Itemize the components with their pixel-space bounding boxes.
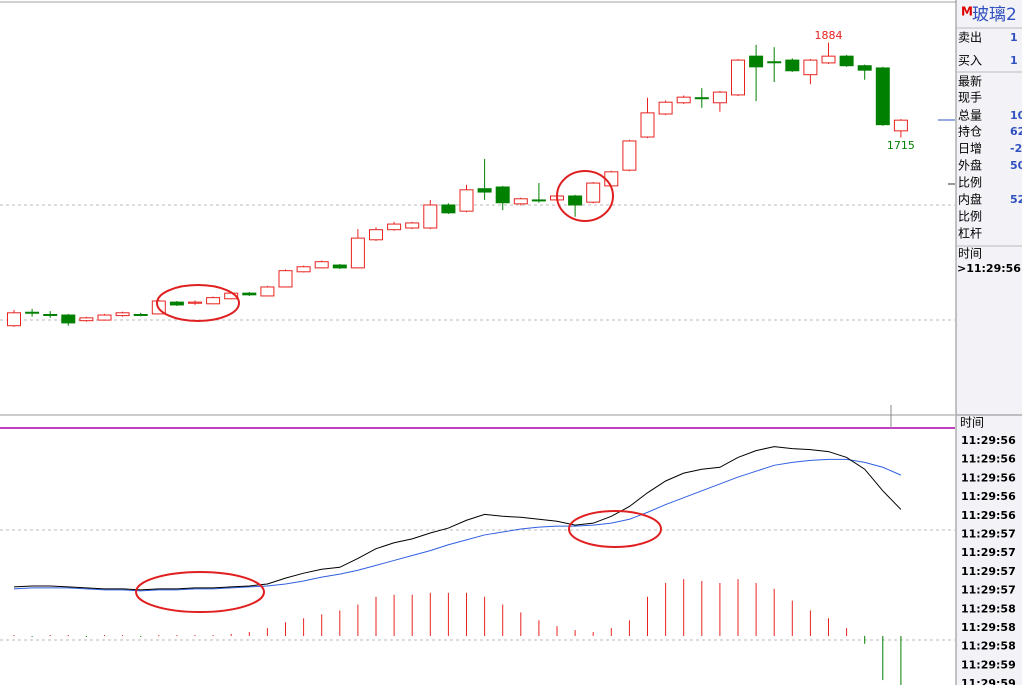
candle-body [278,270,293,288]
quote-value: 50 [1010,159,1022,172]
time-value: >11:29:56 [957,262,1021,275]
candle-body [785,59,800,72]
candle-body [586,182,601,203]
candle-body [369,229,383,241]
quote-label: 现手 [958,91,982,105]
quote-label: 最新 [958,74,982,89]
quote-label: 比例 [958,210,982,224]
tick-time: 11:29:58 [961,621,1016,634]
candle-body [314,261,329,269]
candle-body [731,59,745,96]
time-header: 时间 [960,416,984,430]
quote-value: 52 [1010,193,1022,206]
tick-time: 11:29:57 [961,528,1016,541]
candle-body [405,222,420,229]
candle-body [513,198,528,205]
tick-time: 11:29:56 [961,471,1016,484]
candle-body [260,286,275,297]
candle-body [531,199,546,202]
candle-body [7,312,21,327]
candle-body [712,91,727,104]
candle-body [61,314,76,324]
tick-time: 11:29:56 [961,509,1016,522]
candle-body [893,119,908,132]
candle-body [387,223,402,231]
tick-time: 11:29:56 [961,490,1016,503]
quote-label: 外盘 [958,158,982,173]
quote-value: 103 [1010,109,1022,122]
candle-body [477,188,492,193]
high-label: 1884 [815,29,843,42]
candle-body [640,112,655,138]
marker: M [961,5,973,19]
quote-value: -2 [1010,142,1022,155]
candle-body [459,189,474,212]
quote-label: 总量 [958,109,982,123]
quote-value: 1 [1010,31,1018,44]
candle-body [97,314,112,321]
quote-value: 62 [1010,125,1022,138]
candle-body [25,311,40,314]
quote-value: 1 [1010,54,1018,67]
candle-body [821,55,836,64]
annotations [135,170,662,613]
tick-time: 11:29:56 [961,434,1016,447]
candle-body [423,204,438,229]
time-label: 时间 [958,247,982,261]
candle-body [676,96,691,104]
candle-body [568,195,583,206]
candle-body [350,237,365,269]
candle-body [133,313,148,316]
candle-body [749,55,764,68]
quote-label: 杠杆 [958,226,982,241]
candle-body [188,301,202,304]
tick-time: 11:29:59 [961,658,1016,671]
dif-line [13,446,902,591]
candle-body [839,55,854,67]
tick-time: 11:29:56 [961,453,1016,466]
candle-body [875,67,890,126]
tick-time: 11:29:57 [961,546,1016,559]
quote-label: 内盘 [958,192,982,207]
tick-time: 11:29:59 [961,677,1016,685]
candle-body [242,292,257,296]
candle-body [115,312,130,317]
quote-label: 日增 [958,142,982,156]
candle-body [206,297,221,305]
instrument-title: 玻璃2 [972,5,1017,25]
tick-time: 11:29:57 [961,565,1016,578]
highlight-circle [156,284,240,322]
side-panel [956,0,1022,685]
quote-label: 买入 [958,54,982,68]
candle-body [296,266,311,273]
quote-label: 卖出 [958,31,982,45]
highlight-circle [135,571,265,613]
candle-body [622,140,637,171]
highlight-circle [556,170,614,222]
candle-body [441,204,456,214]
candle-body [857,65,872,71]
low-label: 1715 [887,139,915,152]
quote-label: 持仓 [958,124,982,139]
candle-body [169,301,184,306]
quote-label: 比例 [958,176,982,190]
candle-body [332,264,347,269]
tick-time: 11:29:58 [961,602,1016,615]
highlight-circle [568,510,662,548]
candle-body [79,317,94,322]
candle-body [767,61,782,64]
candle-body [803,59,818,76]
candle-body [43,313,58,316]
candle-body [694,97,709,100]
dea-line [13,458,902,592]
tick-time: 11:29:58 [961,640,1016,653]
candle-body [658,101,673,115]
candle-body [495,186,510,204]
tick-time: 11:29:57 [961,584,1016,597]
